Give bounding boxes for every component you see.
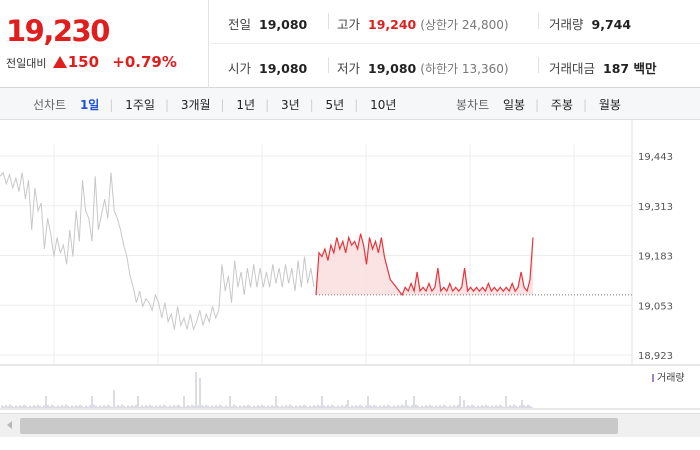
stat-low: 저가 19,080 (하한가 13,360) [337, 58, 509, 77]
today-series [315, 233, 632, 297]
chart-scrollbar[interactable] [0, 413, 700, 437]
change-label: 전일대비 [6, 57, 47, 70]
candle-monthly[interactable]: 월봉 [598, 98, 621, 112]
volume-bars [1, 372, 533, 408]
chart-toolbar: 선차트 1일 | 1주일 | 3개월 | 1년 | 3년 | 5년 | 10년 봉차트 일봉… [0, 88, 700, 120]
stat-label: 전일 [228, 17, 252, 32]
volume-legend-icon [652, 374, 654, 382]
divider [538, 13, 539, 29]
stat-row-1: 전일 19,080 고가 19,240 (상한가 24,800) 거래량 9,744 [210, 0, 700, 44]
divider [328, 57, 329, 73]
divider: | [109, 98, 114, 112]
divider: | [354, 98, 359, 112]
change-row: 전일대비 150 +0.79% [6, 53, 177, 71]
quote-panel: 19,230 전일대비 150 +0.79% 전일 19,080 고가 19,240… [0, 0, 700, 88]
y-axis-ticks: 19,443 19,313 19,183 19,053 18,923 [638, 152, 673, 362]
period-3y[interactable]: 3년 [280, 98, 300, 112]
y-tick-label: 19,443 [638, 152, 673, 163]
candle-weekly[interactable]: 주봉 [550, 98, 574, 112]
period-1y[interactable]: 1년 [236, 98, 256, 112]
candle-chart-periods: 봉차트 일봉 | 주봉 | 월봉 [456, 96, 631, 113]
divider: | [535, 98, 540, 112]
stat-open: 시가 19,080 [228, 58, 307, 77]
stat-label: 고가 [337, 17, 361, 32]
change-value: 150 [67, 53, 100, 71]
stat-volume: 거래량 9,744 [549, 14, 631, 33]
current-price: 19,230 [6, 14, 110, 48]
change-percent: +0.79% [112, 53, 177, 71]
scrollbar-thumb[interactable] [20, 418, 618, 434]
stat-prev-close: 전일 19,080 [228, 14, 307, 33]
y-tick-label: 18,923 [638, 351, 673, 362]
stat-label: 거래량 [549, 17, 584, 32]
stat-value: 187 백만 [603, 61, 657, 76]
stat-value: 19,080 [259, 17, 308, 32]
line-chart-label: 선차트 [33, 98, 67, 112]
divider: | [164, 98, 169, 112]
stat-amount: 거래대금 187 백만 [549, 58, 656, 77]
volume-legend: 거래량 [657, 372, 685, 384]
period-1d[interactable]: 1일 [79, 98, 100, 112]
line-chart-periods: 선차트 1일 | 1주일 | 3개월 | 1년 | 3년 | 5년 | 10년 [33, 96, 406, 113]
chart-grid [0, 120, 700, 410]
stat-row-2: 시가 19,080 저가 19,080 (하한가 13,360) 거래대금 187 백만 [210, 44, 700, 88]
lower-limit: (하한가 13,360) [420, 62, 509, 76]
candle-chart-label: 봉차트 [456, 98, 490, 112]
divider: | [220, 98, 225, 112]
upper-limit: (상한가 24,800) [420, 18, 509, 32]
price-chart: 19,443 19,313 19,183 19,053 18,923 거래량 [0, 120, 700, 410]
stat-value: 19,080 [259, 61, 308, 76]
prior-days-line [0, 171, 315, 332]
divider: | [309, 98, 314, 112]
stat-label: 저가 [337, 61, 361, 76]
divider: | [583, 98, 588, 112]
period-5y[interactable]: 5년 [325, 98, 345, 112]
stat-grid: 전일 19,080 고가 19,240 (상한가 24,800) 거래량 9,744 시… [210, 0, 700, 88]
divider [328, 13, 329, 29]
prior-days-series [0, 171, 315, 332]
stat-value: 19,080 [368, 61, 417, 76]
divider: | [265, 98, 270, 112]
y-tick-label: 19,183 [638, 252, 673, 263]
stat-label: 시가 [228, 61, 252, 76]
price-box: 19,230 전일대비 150 +0.79% [0, 0, 209, 88]
stat-label: 거래대금 [549, 61, 596, 76]
y-tick-label: 19,053 [638, 301, 673, 312]
up-triangle-icon [52, 56, 67, 68]
candle-daily[interactable]: 일봉 [502, 98, 526, 112]
stat-high: 고가 19,240 (상한가 24,800) [337, 14, 509, 33]
period-10y[interactable]: 10년 [370, 98, 397, 112]
period-3m[interactable]: 3개월 [180, 98, 211, 112]
scroll-left-icon[interactable] [7, 421, 12, 429]
today-line [315, 233, 534, 297]
stat-value: 9,744 [591, 17, 632, 32]
divider [538, 57, 539, 73]
today-area-fill [316, 233, 533, 295]
period-1w[interactable]: 1주일 [125, 98, 155, 112]
y-tick-label: 19,313 [638, 202, 673, 213]
stat-value: 19,240 [368, 17, 417, 32]
